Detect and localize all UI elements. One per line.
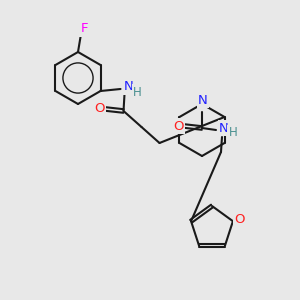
Text: H: H — [229, 127, 237, 140]
Text: O: O — [235, 213, 245, 226]
Text: N: N — [219, 122, 229, 134]
Text: F: F — [80, 22, 88, 35]
Text: N: N — [198, 94, 208, 106]
Text: O: O — [173, 119, 183, 133]
Text: O: O — [94, 103, 105, 116]
Text: H: H — [133, 85, 142, 98]
Text: N: N — [124, 80, 134, 94]
